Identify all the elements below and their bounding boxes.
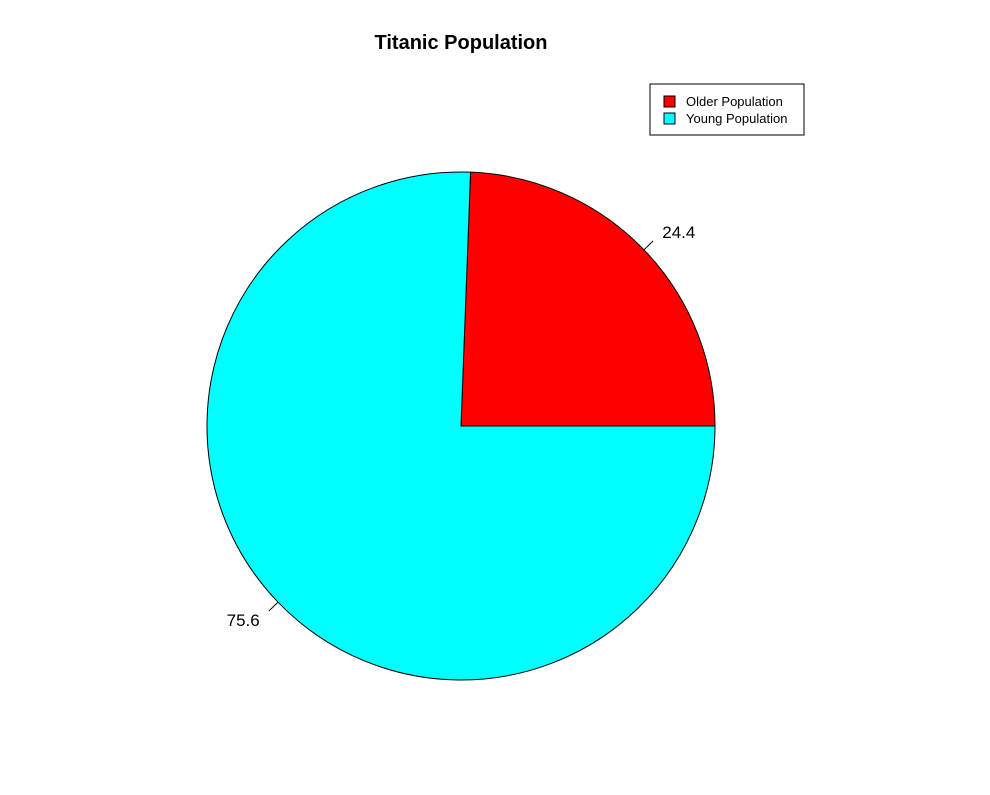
label-tick-young	[268, 601, 279, 612]
legend-box	[649, 83, 805, 136]
legend-swatch-young	[663, 112, 676, 125]
label-tick-older	[643, 240, 654, 251]
pie-slice-young	[206, 171, 716, 681]
legend-label-older: Older Population	[686, 94, 783, 109]
pie-slice-older	[460, 171, 716, 427]
chart-title: Titanic Population	[375, 32, 548, 54]
legend-swatch-older	[663, 95, 676, 108]
legend-label-young: Young Population	[686, 111, 787, 126]
pie-slices	[206, 171, 716, 681]
slice-label-young: 75.6	[227, 611, 260, 630]
slice-label-older: 24.4	[662, 223, 695, 242]
legend: Older Population Young Population	[649, 83, 805, 136]
slice-labels: 24.4 75.6	[227, 223, 696, 630]
